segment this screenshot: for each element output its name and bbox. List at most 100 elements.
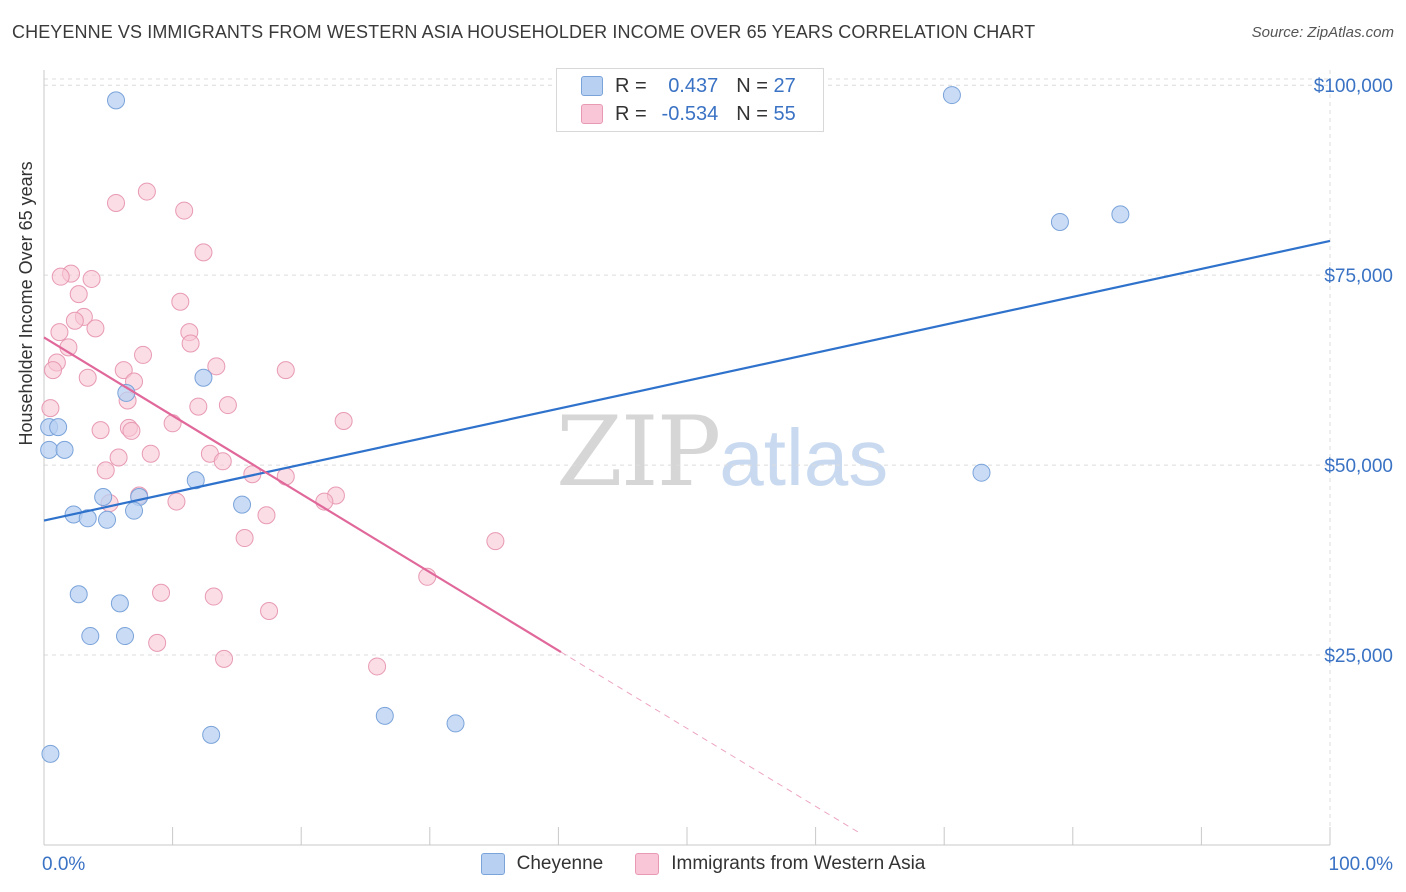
y-tick-label: $25,000 [1324, 646, 1393, 667]
legend-item-cheyenne[interactable]: Cheyenne [480, 853, 604, 875]
data-point-cheyenne [233, 495, 252, 514]
data-point-immigrants [122, 421, 141, 440]
data-point-immigrants [215, 649, 234, 668]
data-point-immigrants [82, 269, 101, 288]
watermark-zip: ZIP [556, 396, 721, 508]
data-point-immigrants [486, 532, 505, 551]
legend-n-value-immigrants: 55 [773, 102, 796, 125]
tick-labels: $25,000 $50,000 $75,000 $100,000 0.0% 100.0% [42, 76, 1393, 875]
data-point-immigrants [41, 399, 60, 418]
axes [43, 70, 1331, 846]
data-point-immigrants [137, 182, 156, 201]
data-point-cheyenne [375, 706, 394, 725]
watermark-atlas: atlas [719, 413, 889, 502]
chart-source: Source: ZipAtlas.com [1252, 24, 1394, 41]
data-point-cheyenne [69, 585, 88, 604]
y-tick-label: $50,000 [1324, 456, 1393, 477]
data-point-immigrants [96, 461, 115, 480]
data-point-cheyenne [41, 744, 60, 763]
data-point-immigrants [78, 368, 97, 387]
y-tick-label: $75,000 [1324, 266, 1393, 287]
x-tick-label: 100.0% [1329, 854, 1394, 875]
trend-line-cheyenne [43, 239, 1331, 522]
data-point-cheyenne [125, 501, 144, 520]
data-point-cheyenne [1050, 212, 1069, 231]
data-point-immigrants [167, 492, 186, 511]
legend-n-value-cheyenne: 27 [773, 74, 796, 97]
data-point-immigrants [50, 323, 69, 342]
legend-r-value-cheyenne: 0.437 [668, 74, 719, 97]
legend-r-label: R = [615, 102, 647, 125]
data-point-immigrants [69, 285, 88, 304]
data-point-immigrants [163, 414, 182, 433]
data-point-cheyenne [446, 714, 465, 733]
legend-swatch-immigrants [635, 853, 660, 875]
data-point-cheyenne [110, 594, 129, 613]
legend-swatch-immigrants [581, 104, 603, 124]
data-point-immigrants [218, 396, 237, 415]
data-point-immigrants [276, 361, 295, 380]
x-tick-label: 0.0% [42, 854, 85, 875]
source-prefix: Source: [1251, 24, 1304, 41]
trend-lines [43, 239, 1331, 835]
data-point-cheyenne [98, 510, 117, 529]
legend-item-immigrants[interactable]: Immigrants from Western Asia [635, 853, 925, 875]
data-point-immigrants [175, 201, 194, 220]
data-point-cheyenne [40, 440, 59, 459]
trend-line-immigrants [43, 336, 562, 653]
y-axis-label: Householder Income Over 65 years [16, 161, 36, 446]
data-points [40, 86, 1130, 763]
data-point-cheyenne [116, 627, 135, 646]
legend-swatch-cheyenne [480, 853, 505, 875]
data-point-immigrants [189, 397, 208, 416]
y-tick-label: $100,000 [1314, 76, 1393, 97]
legend-n-label: N = [736, 102, 768, 125]
legend-label-cheyenne: Cheyenne [516, 853, 604, 874]
data-point-immigrants [276, 467, 295, 486]
data-point-cheyenne [186, 471, 205, 490]
data-point-immigrants [368, 657, 387, 676]
legend-swatch-cheyenne [581, 76, 603, 96]
data-point-cheyenne [1111, 205, 1130, 224]
legend-r-label: R = [615, 74, 647, 97]
data-point-immigrants [194, 243, 213, 262]
data-point-immigrants [107, 193, 126, 212]
data-point-immigrants [86, 319, 105, 338]
data-point-cheyenne [94, 488, 113, 507]
data-point-immigrants [204, 587, 223, 606]
data-point-immigrants [235, 529, 254, 548]
data-point-immigrants [134, 345, 153, 364]
data-point-immigrants [148, 633, 167, 652]
data-point-immigrants [171, 292, 190, 311]
data-point-cheyenne [49, 418, 68, 437]
watermark-logo: ZIPatlas [556, 396, 888, 508]
legend-n-label: N = [736, 74, 768, 97]
data-point-cheyenne [55, 440, 74, 459]
data-point-immigrants [91, 421, 110, 440]
data-point-cheyenne [942, 86, 961, 105]
data-point-cheyenne [107, 91, 126, 110]
data-point-immigrants [257, 506, 276, 525]
data-point-cheyenne [81, 627, 100, 646]
legend-r-value-immigrants: -0.534 [661, 102, 719, 125]
data-point-immigrants [207, 357, 226, 376]
data-point-immigrants [334, 412, 353, 431]
data-point-cheyenne [194, 368, 213, 387]
source-site: ZipAtlas.com [1307, 24, 1394, 41]
data-point-immigrants [109, 448, 128, 467]
data-point-immigrants [65, 311, 84, 330]
stats-legend: R = 0.437 N = 27 R = -0.534 N = 55 [556, 68, 824, 132]
data-point-cheyenne [202, 725, 221, 744]
chart-title: CHEYENNE VS IMMIGRANTS FROM WESTERN ASIA… [12, 22, 1036, 42]
trend-line-immigrants-extension [560, 651, 861, 835]
data-point-immigrants [141, 444, 160, 463]
data-point-immigrants [260, 601, 279, 620]
data-point-cheyenne [78, 509, 97, 528]
data-point-immigrants [51, 267, 70, 286]
data-point-immigrants [44, 361, 63, 380]
data-point-immigrants [152, 583, 171, 602]
legend-label-immigrants: Immigrants from Western Asia [671, 853, 926, 874]
legend-row-cheyenne: R = 0.437 N = 27 [581, 73, 796, 99]
legend-row-immigrants: R = -0.534 N = 55 [581, 101, 796, 127]
